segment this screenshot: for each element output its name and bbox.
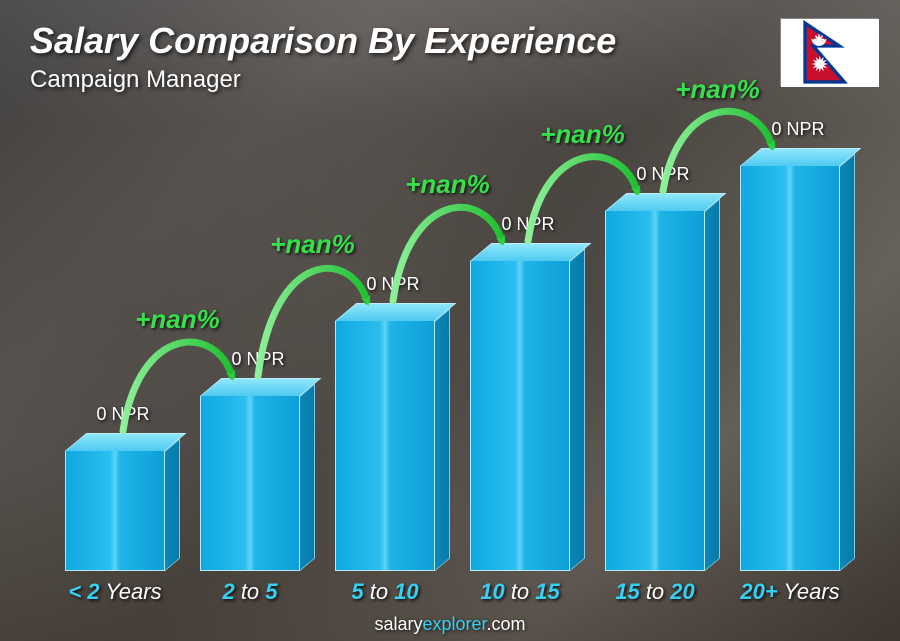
bar-value-label: 0 NPR <box>501 214 554 235</box>
x-label-3: 10 to 15 <box>480 579 560 605</box>
bar-value-label: 0 NPR <box>771 119 824 140</box>
footer-text-prefix: salary <box>374 614 422 634</box>
footer-attribution: salaryexplorer.com <box>0 614 900 635</box>
growth-label-0: +nan% <box>135 304 220 335</box>
growth-label-3: +nan% <box>540 119 625 150</box>
bar-value-label: 0 NPR <box>96 404 149 425</box>
title-area: Salary Comparison By Experience Campaign… <box>30 20 616 94</box>
x-label-4: 15 to 20 <box>615 579 695 605</box>
footer-text-accent: explorer <box>422 614 486 634</box>
bar-2: 0 NPR <box>335 321 435 571</box>
chart-subtitle: Campaign Manager <box>30 66 616 94</box>
x-label-0: < 2 Years <box>68 579 161 605</box>
growth-label-2: +nan% <box>405 169 490 200</box>
growth-label-4: +nan% <box>675 74 760 105</box>
bar-value-label: 0 NPR <box>231 349 284 370</box>
growth-label-1: +nan% <box>270 229 355 260</box>
bar-5: 0 NPR <box>740 166 840 571</box>
x-label-5: 20+ Years <box>740 579 839 605</box>
footer-text-suffix: .com <box>487 614 526 634</box>
bar-0: 0 NPR <box>65 451 165 571</box>
x-label-1: 2 to 5 <box>222 579 277 605</box>
bar-4: 0 NPR <box>605 211 705 571</box>
bar-3: 0 NPR <box>470 261 570 571</box>
chart-title: Salary Comparison By Experience <box>30 20 616 62</box>
bar-1: 0 NPR <box>200 396 300 571</box>
x-label-2: 5 to 10 <box>351 579 418 605</box>
country-flag-nepal <box>780 18 878 86</box>
x-axis-labels: < 2 Years 2 to 5 5 to 10 10 to 15 15 to 20 20… <box>40 579 840 605</box>
bar-value-label: 0 NPR <box>636 164 689 185</box>
chart-canvas: Salary Comparison By Experience Campaign… <box>0 0 900 641</box>
bar-value-label: 0 NPR <box>366 274 419 295</box>
